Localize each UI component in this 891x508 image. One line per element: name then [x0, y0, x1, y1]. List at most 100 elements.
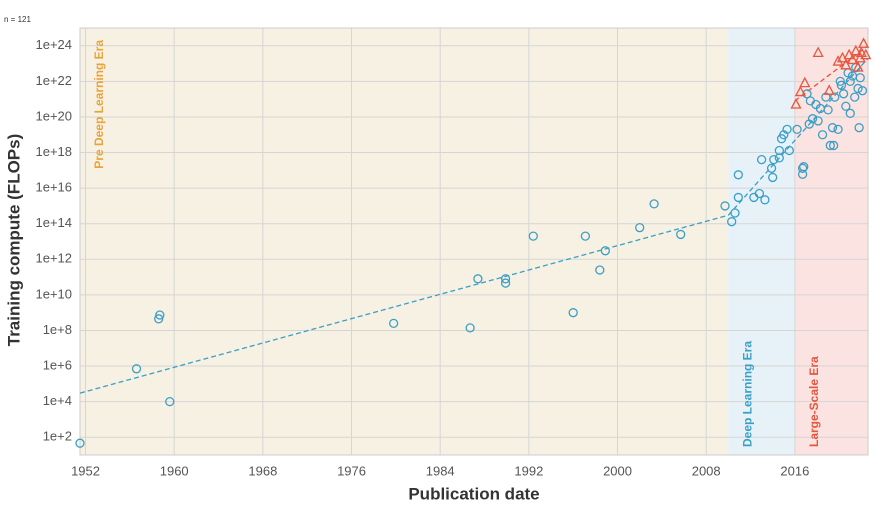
x-tick-label: 2000	[603, 463, 632, 478]
x-axis-title: Publication date	[408, 484, 539, 503]
y-tick-label: 1e+4	[43, 393, 72, 408]
data-point	[854, 123, 864, 133]
y-tick-label: 1e+6	[43, 357, 72, 372]
data-point	[836, 80, 847, 90]
data-point	[720, 201, 730, 211]
y-tick-label: 1e+8	[43, 322, 72, 337]
data-point	[154, 314, 164, 324]
data-point	[857, 37, 870, 48]
data-point	[792, 124, 802, 135]
data-point	[825, 140, 835, 151]
data-point	[855, 46, 867, 58]
data-point	[568, 308, 578, 318]
data-point	[823, 84, 835, 95]
data-point	[860, 48, 872, 60]
trend-line	[79, 214, 729, 394]
era-label: Large-Scale Era	[807, 356, 821, 447]
data-point	[727, 217, 737, 227]
y-tick-label: 1e+24	[35, 37, 72, 52]
data-point	[754, 188, 765, 199]
data-point	[813, 116, 823, 126]
data-point	[730, 208, 740, 218]
plot-frame	[79, 27, 869, 456]
data-point	[635, 223, 645, 233]
data-point	[580, 231, 591, 241]
x-tick-label: 1976	[337, 463, 366, 478]
y-tick-label: 1e+20	[35, 108, 72, 123]
y-tick-label: 1e+2	[43, 429, 72, 444]
x-tick-label: 1984	[426, 463, 455, 478]
y-axis-title: Training compute (FLOPs)	[4, 134, 23, 347]
x-tick-label: 1952	[71, 463, 100, 478]
data-point	[756, 154, 767, 165]
data-point	[846, 53, 859, 65]
data-point	[828, 140, 839, 151]
data-point	[774, 153, 784, 163]
data-point	[75, 438, 85, 448]
data-point	[812, 46, 824, 58]
data-point	[852, 61, 864, 72]
data-point	[165, 396, 175, 407]
data-point	[784, 145, 794, 156]
data-point	[855, 73, 865, 83]
x-tick-label: 1992	[514, 463, 543, 478]
data-point	[840, 58, 852, 70]
data-point	[857, 86, 868, 96]
x-tick-label: 2008	[692, 463, 721, 478]
x-tick-label: 1968	[248, 463, 277, 478]
y-tick-label: 1e+16	[35, 180, 72, 195]
x-tick-label: 1960	[160, 463, 189, 478]
data-point	[833, 124, 843, 135]
data-point	[827, 123, 838, 133]
trend-line	[727, 57, 869, 216]
y-tick-label: 1e+22	[35, 73, 72, 88]
data-point	[817, 130, 828, 140]
era-band	[728, 28, 795, 455]
data-point	[838, 89, 849, 99]
data-point	[807, 114, 818, 124]
x-tick-label: 2016	[780, 463, 809, 478]
data-point	[823, 105, 833, 115]
data-point	[850, 44, 862, 56]
y-tick-label: 1e+12	[35, 251, 72, 266]
data-point	[388, 318, 399, 329]
data-point	[733, 192, 743, 203]
era-band	[80, 28, 729, 455]
chart-subtitle: n = 121	[4, 15, 31, 24]
data-point	[595, 265, 605, 275]
data-point	[794, 85, 806, 97]
data-point	[769, 154, 779, 165]
data-point	[790, 98, 802, 109]
data-point	[768, 172, 778, 183]
data-point	[500, 274, 511, 284]
data-point	[853, 83, 863, 94]
data-point	[797, 163, 808, 173]
data-point	[830, 92, 840, 102]
data-point	[799, 76, 811, 88]
era-label: Pre Deep Learning Era	[92, 40, 106, 169]
data-point	[845, 76, 855, 87]
data-point	[845, 108, 855, 118]
data-point	[649, 199, 659, 209]
data-point	[131, 364, 142, 374]
data-point	[676, 229, 686, 240]
data-point	[766, 163, 777, 173]
data-point	[733, 170, 743, 180]
data-point	[528, 231, 538, 241]
era-label: Deep Learning Era	[741, 341, 755, 447]
y-tick-label: 1e+10	[35, 286, 72, 301]
data-point	[500, 278, 511, 288]
data-point	[600, 246, 610, 256]
y-tick-label: 1e+14	[35, 215, 72, 230]
data-point	[832, 55, 844, 66]
data-point	[835, 76, 845, 87]
y-tick-label: 1e+18	[35, 144, 72, 159]
data-point	[155, 310, 165, 320]
data-point	[841, 101, 851, 111]
data-point	[782, 124, 792, 135]
data-point	[473, 274, 483, 284]
data-point	[850, 92, 860, 102]
data-point	[799, 162, 809, 172]
data-point	[760, 195, 770, 205]
